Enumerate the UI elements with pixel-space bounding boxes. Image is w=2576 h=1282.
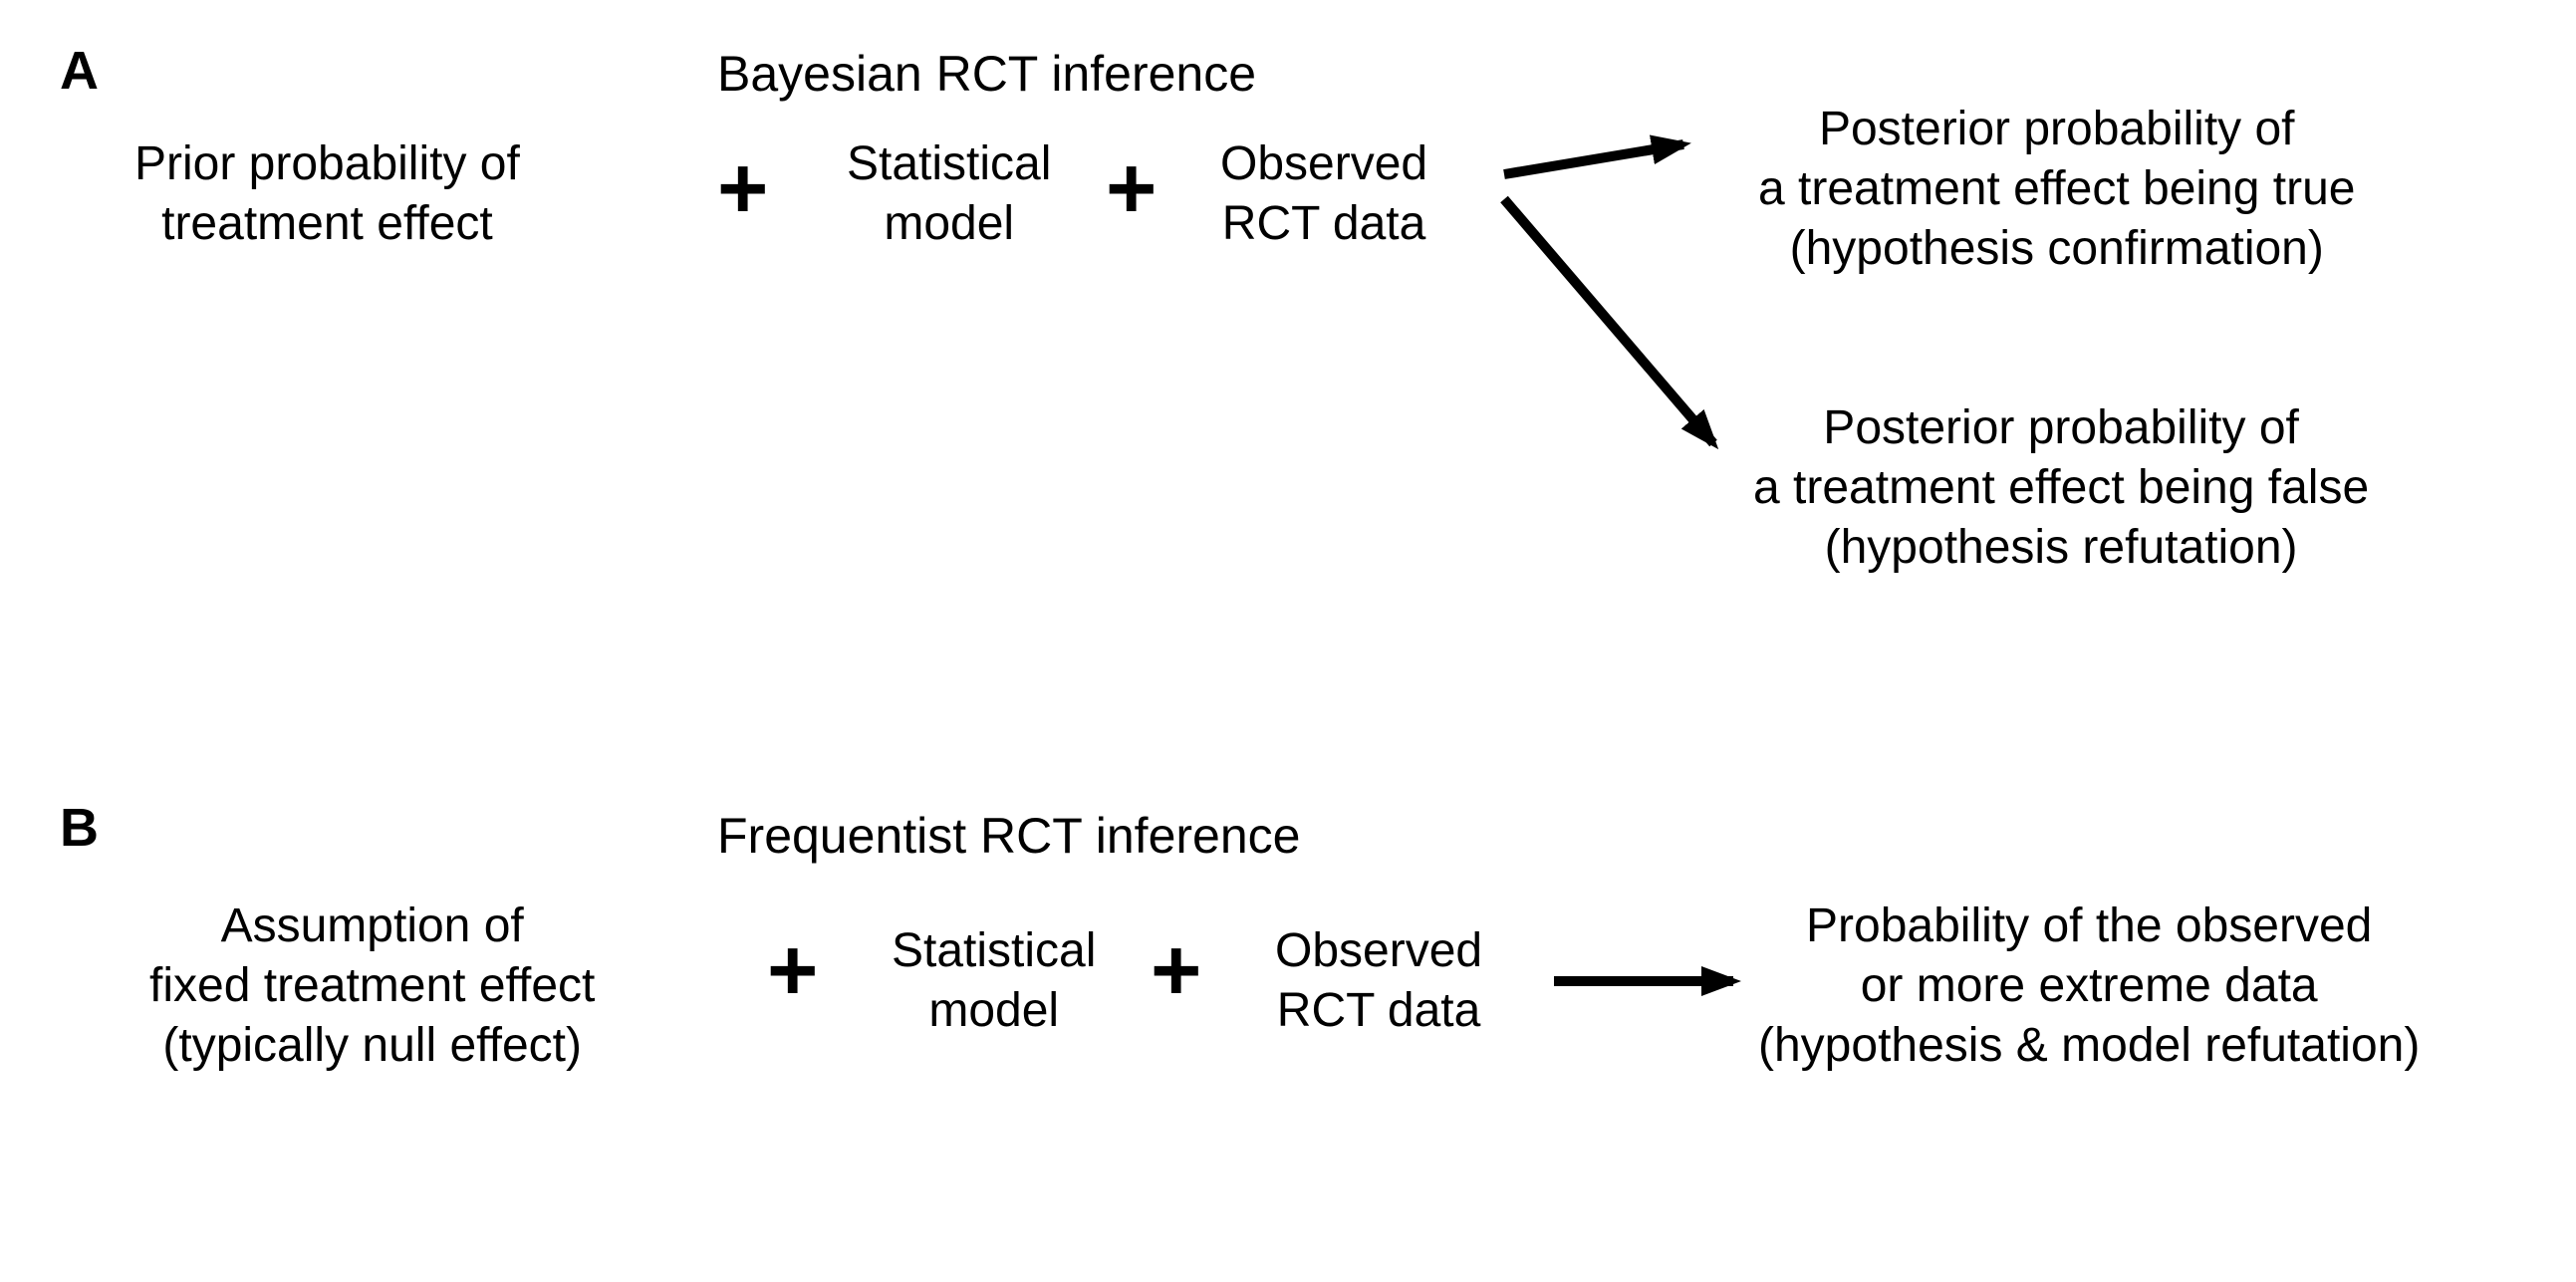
panel-a-prior: Prior probability of treatment effect	[134, 134, 520, 254]
panel-b-label: B	[60, 797, 99, 859]
panel-b-model: Statistical model	[892, 921, 1096, 1041]
panel-a-label: A	[60, 40, 99, 102]
panel-b-title: Frequentist RCT inference	[717, 807, 1300, 865]
diagram-canvas: A Bayesian RCT inference Prior probabili…	[0, 0, 2576, 1282]
panel-a-output-true: Posterior probability of a treatment eff…	[1758, 100, 2355, 279]
panel-b-output: Probability of the observed or more extr…	[1758, 897, 2420, 1076]
plus-icon: +	[717, 144, 768, 232]
panel-a-data: Observed RCT data	[1220, 134, 1427, 254]
plus-icon: +	[767, 926, 818, 1014]
panel-a-title: Bayesian RCT inference	[717, 45, 1256, 103]
arrow-a-true	[1504, 144, 1683, 174]
plus-icon: +	[1151, 926, 1201, 1014]
panel-a-model: Statistical model	[847, 134, 1051, 254]
panel-b-data: Observed RCT data	[1275, 921, 1482, 1041]
plus-icon: +	[1106, 144, 1157, 232]
panel-b-assumption: Assumption of fixed treatment effect (ty…	[149, 897, 595, 1076]
panel-a-output-false: Posterior probability of a treatment eff…	[1753, 398, 2369, 578]
arrow-a-false	[1504, 199, 1713, 443]
